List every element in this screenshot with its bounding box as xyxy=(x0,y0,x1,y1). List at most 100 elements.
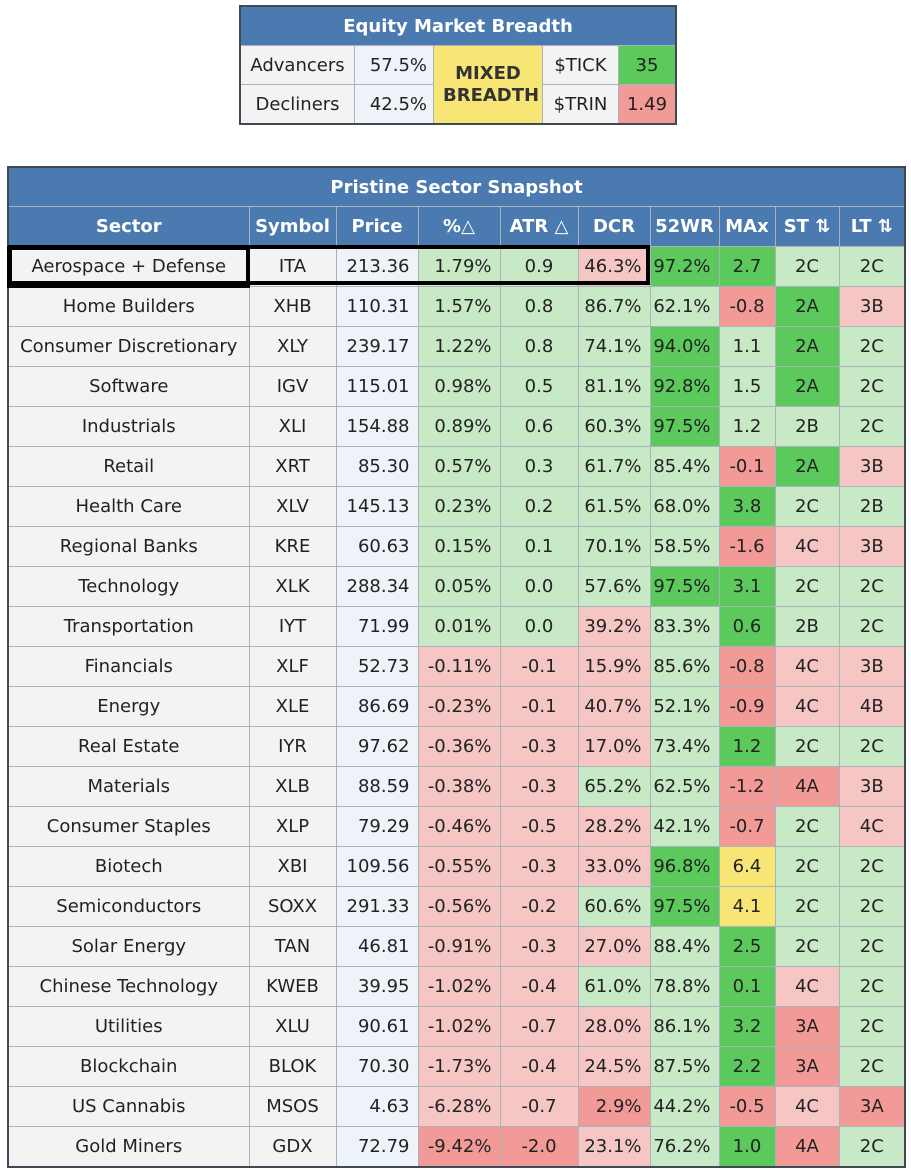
cell-atr-change: 0.8 xyxy=(499,286,579,327)
table-row[interactable]: Consumer Staples XLP 79.29 -0.46% -0.5 28.2% 4… xyxy=(7,806,906,847)
cell-52wr: 86.1% xyxy=(649,1006,720,1047)
column-header-dcr[interactable]: DCR xyxy=(577,206,651,247)
cell-symbol: XBI xyxy=(248,846,337,887)
cell-52wr: 85.4% xyxy=(649,446,720,487)
table-row[interactable]: Transportation IYT 71.99 0.01% 0.0 39.2% 83.3%… xyxy=(7,606,906,647)
cell-52wr: 88.4% xyxy=(649,926,720,967)
cell-pct-change: -9.42% xyxy=(417,1126,501,1168)
cell-dcr: 39.2% xyxy=(577,606,651,647)
cell-st-rating: 2C xyxy=(774,926,840,967)
table-row[interactable]: US Cannabis MSOS 4.63 -6.28% -0.7 2.9% 44.2% -0… xyxy=(7,1086,906,1127)
table-row[interactable]: Solar Energy TAN 46.81 -0.91% -0.3 27.0% 88.4%… xyxy=(7,926,906,967)
cell-52wr: 58.5% xyxy=(649,526,720,567)
table-row[interactable]: Home Builders XHB 110.31 1.57% 0.8 86.7% 62.1%… xyxy=(7,286,906,327)
cell-lt-rating: 2C xyxy=(838,1046,906,1087)
cell-sector-name: Transportation xyxy=(7,606,250,647)
cell-sector-name: Health Care xyxy=(7,486,250,527)
table-row[interactable]: Energy XLE 86.69 -0.23% -0.1 40.7% 52.1% -0.9 4C… xyxy=(7,686,906,727)
cell-dcr: 60.3% xyxy=(577,406,651,447)
cell-lt-rating: 2C xyxy=(838,846,906,887)
table-row[interactable]: Materials XLB 88.59 -0.38% -0.3 65.2% 62.5% -1.… xyxy=(7,766,906,807)
cell-dcr: 61.0% xyxy=(577,966,651,1007)
cell-max: 4.1 xyxy=(718,886,776,927)
table-row[interactable]: Technology XLK 288.34 0.05% 0.0 57.6% 97.5% 3.1… xyxy=(7,566,906,607)
table-row[interactable]: Aerospace + Defense ITA 213.36 1.79% 0.9 46.3… xyxy=(7,245,906,288)
cell-atr-change: 0.3 xyxy=(499,446,579,487)
table-row[interactable]: Financials XLF 52.73 -0.11% -0.1 15.9% 85.6% -0… xyxy=(7,646,906,687)
cell-sector-name: Utilities xyxy=(7,1006,250,1047)
cell-sector-name: Software xyxy=(7,366,250,407)
cell-52wr: 96.8% xyxy=(649,846,720,887)
cell-dcr: 61.5% xyxy=(577,486,651,527)
table-row[interactable]: Industrials XLI 154.88 0.89% 0.6 60.3% 97.5% 1.… xyxy=(7,406,906,447)
cell-lt-rating: 2C xyxy=(838,1006,906,1047)
column-header-atr-change[interactable]: ATR △ xyxy=(499,206,579,247)
table-row[interactable]: Semiconductors SOXX 291.33 -0.56% -0.2 60.6% 9… xyxy=(7,886,906,927)
cell-atr-change: -0.3 xyxy=(499,846,579,887)
cell-lt-rating: 3B xyxy=(838,446,906,487)
cell-symbol: TAN xyxy=(248,926,337,967)
cell-dcr: 86.7% xyxy=(577,286,651,327)
advancers-value: 57.5% xyxy=(354,45,434,85)
cell-lt-rating: 2C xyxy=(838,606,906,647)
cell-atr-change: 0.8 xyxy=(499,326,579,367)
table-row[interactable]: Software IGV 115.01 0.98% 0.5 81.1% 92.8% 1.5 2A… xyxy=(7,366,906,407)
cell-price: 97.62 xyxy=(335,726,419,767)
cell-symbol: XLB xyxy=(248,766,337,807)
cell-sector-name: Energy xyxy=(7,686,250,727)
cell-dcr: 2.9% xyxy=(577,1086,651,1127)
cell-price: 88.59 xyxy=(335,766,419,807)
cell-price: 115.01 xyxy=(335,366,419,407)
table-row[interactable]: Regional Banks KRE 60.63 0.15% 0.1 70.1% 58.5%… xyxy=(7,526,906,567)
table-row[interactable]: Health Care XLV 145.13 0.23% 0.2 61.5% 68.0% 3.… xyxy=(7,486,906,527)
cell-lt-rating: 2C xyxy=(838,406,906,447)
cell-dcr: 65.2% xyxy=(577,766,651,807)
table-row[interactable]: Biotech XBI 109.56 -0.55% -0.3 33.0% 96.8% 6.4 2… xyxy=(7,846,906,887)
sector-table-body: Aerospace + Defense ITA 213.36 1.79% 0.9 46.3… xyxy=(7,245,906,1168)
table-row[interactable]: Gold Miners GDX 72.79 -9.42% -2.0 23.1% 76.2% 1… xyxy=(7,1126,906,1168)
cell-st-rating: 4C xyxy=(774,526,840,567)
column-header-max[interactable]: MAx xyxy=(718,206,776,247)
cell-max: 3.1 xyxy=(718,566,776,607)
cell-52wr: 76.2% xyxy=(649,1126,720,1168)
cell-symbol: SOXX xyxy=(248,886,337,927)
cell-atr-change: -0.3 xyxy=(499,766,579,807)
cell-lt-rating: 2C xyxy=(838,726,906,767)
table-row[interactable]: Blockchain BLOK 70.30 -1.73% -0.4 24.5% 87.5% 2… xyxy=(7,1046,906,1087)
cell-price: 70.30 xyxy=(335,1046,419,1087)
table-row[interactable]: Chinese Technology KWEB 39.95 -1.02% -0.4 61.… xyxy=(7,966,906,1007)
cell-max: -1.6 xyxy=(718,526,776,567)
cell-sector-name: Blockchain xyxy=(7,1046,250,1087)
cell-symbol: ITA xyxy=(248,246,337,287)
column-header-lt[interactable]: LT ⇅ xyxy=(838,206,906,247)
cell-symbol: IYT xyxy=(248,606,337,647)
table-row[interactable]: Utilities XLU 90.61 -1.02% -0.7 28.0% 86.1% 3.2… xyxy=(7,1006,906,1047)
cell-price: 288.34 xyxy=(335,566,419,607)
cell-max: -0.8 xyxy=(718,646,776,687)
cell-lt-rating: 3B xyxy=(838,526,906,567)
cell-price: 52.73 xyxy=(335,646,419,687)
cell-st-rating: 3A xyxy=(774,1006,840,1047)
column-header-price[interactable]: Price xyxy=(335,206,419,247)
cell-sector-name: Financials xyxy=(7,646,250,687)
cell-sector-name: Consumer Discretionary xyxy=(7,326,250,367)
column-header-st[interactable]: ST ⇅ xyxy=(774,206,840,247)
column-header-pct-change[interactable]: %△ xyxy=(417,206,501,247)
cell-dcr: 24.5% xyxy=(577,1046,651,1087)
column-header-sector[interactable]: Sector xyxy=(7,206,250,247)
column-header-52wr[interactable]: 52WR xyxy=(649,206,720,247)
cell-price: 85.30 xyxy=(335,446,419,487)
table-row[interactable]: Real Estate IYR 97.62 -0.36% -0.3 17.0% 73.4% 1… xyxy=(7,726,906,767)
cell-price: 4.63 xyxy=(335,1086,419,1127)
column-header-symbol[interactable]: Symbol xyxy=(248,206,337,247)
table-row[interactable]: Consumer Discretionary XLY 239.17 1.22% 0.8 7… xyxy=(7,326,906,367)
cell-sector-name: Home Builders xyxy=(7,286,250,327)
cell-max: 0.6 xyxy=(718,606,776,647)
trin-value: 1.49 xyxy=(618,84,677,125)
table-row[interactable]: Retail XRT 85.30 0.57% 0.3 61.7% 85.4% -0.1 2A 3B xyxy=(7,446,906,487)
column-header-row: Sector Symbol Price %△ ATR △ DCR 52WR MA… xyxy=(7,206,906,247)
cell-max: -0.7 xyxy=(718,806,776,847)
cell-sector-name: Regional Banks xyxy=(7,526,250,567)
cell-pct-change: 0.89% xyxy=(417,406,501,447)
cell-52wr: 68.0% xyxy=(649,486,720,527)
